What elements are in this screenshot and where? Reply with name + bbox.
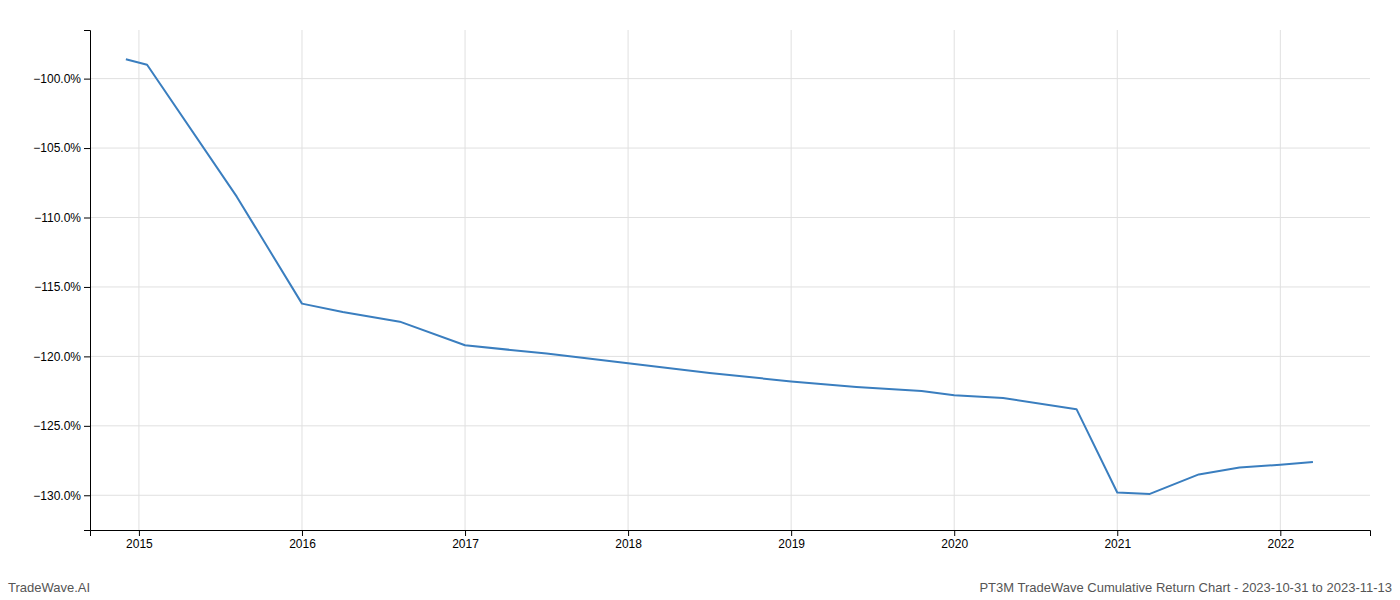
x-tick-mark [465, 530, 466, 536]
x-tick-label: 2019 [778, 537, 805, 551]
x-tick-mark [302, 530, 303, 536]
y-tick-mark [84, 218, 90, 219]
x-tick-mark [954, 530, 955, 536]
y-tick-label: −125.0% [33, 419, 81, 433]
x-tick: 2018 [615, 530, 642, 551]
y-tick-mark [84, 356, 90, 357]
x-axis: 2015 2016 2017 2018 2019 2020 2021 2022 [91, 530, 1371, 551]
x-tick-label: 2020 [941, 537, 968, 551]
line [126, 59, 1313, 494]
grid-line-x [791, 30, 792, 530]
y-tick: −115.0% [34, 280, 90, 294]
y-tick: −125.0% [33, 419, 90, 433]
x-tick-mark [791, 530, 792, 536]
x-tick-mark [628, 530, 629, 536]
x-tick-label: 2017 [452, 537, 479, 551]
x-tick: 2017 [452, 530, 479, 551]
x-tick-label: 2021 [1104, 537, 1131, 551]
x-tick: 2020 [941, 530, 968, 551]
y-tick-label: −115.0% [34, 280, 81, 294]
x-tick: 2019 [778, 530, 805, 551]
x-tick-mark [139, 530, 140, 536]
x-tick: 2015 [126, 530, 153, 551]
y-tick: −100.0% [33, 72, 90, 86]
grid-line-x [138, 30, 139, 530]
marks [126, 59, 1313, 494]
x-tick-label: 2022 [1267, 537, 1294, 551]
x-tick-label: 2015 [126, 537, 153, 551]
y-tick-mark [84, 287, 90, 288]
y-tick-mark [84, 148, 90, 149]
x-tick: 2016 [289, 530, 316, 551]
x-tick-mark [1280, 530, 1281, 536]
x-tick-label: 2018 [615, 537, 642, 551]
x-tick: 2022 [1267, 530, 1294, 551]
y-tick: −120.0% [33, 350, 90, 364]
grid-line-y [90, 78, 1370, 79]
grid [90, 30, 1370, 530]
x-tick-mark [1117, 530, 1118, 536]
grid-line-x [1117, 30, 1118, 530]
y-tick: −110.0% [34, 211, 90, 225]
y-axis: −100.0% −105.0% −110.0% −115.0% −120.0% −125.… [33, 31, 90, 531]
grid-line-y [90, 217, 1370, 218]
y-tick-mark [84, 426, 90, 427]
chart: 20152016201720182019202020212022−100.0%−… [0, 0, 1400, 600]
y-tick-label: −100.0% [33, 72, 81, 86]
y-tick: −105.0% [33, 141, 90, 155]
y-tick-label: −110.0% [34, 211, 81, 225]
grid-line-x [1280, 30, 1281, 530]
footer-left: TradeWave.AI [8, 580, 90, 595]
y-axis-line [84, 31, 91, 531]
grid-line-y [90, 286, 1370, 287]
grid-line-x [301, 30, 302, 530]
y-tick-mark [84, 495, 90, 496]
grid-line-x [465, 30, 466, 530]
grid-line-y [90, 356, 1370, 357]
y-tick-label: −130.0% [33, 489, 81, 503]
y-tick: −130.0% [33, 489, 90, 503]
y-tick-label: −120.0% [33, 350, 81, 364]
grid-line-y [90, 148, 1370, 149]
grid-line-y [90, 425, 1370, 426]
y-tick-label: −105.0% [33, 141, 81, 155]
x-tick-label: 2016 [289, 537, 316, 551]
grid-line-x [954, 30, 955, 530]
grid-line-x [628, 30, 629, 530]
y-tick-mark [84, 79, 90, 80]
x-tick: 2021 [1104, 530, 1131, 551]
footer-right: PT3M TradeWave Cumulative Return Chart -… [979, 580, 1392, 595]
grid-line-y [90, 495, 1370, 496]
plot: 20152016201720182019202020212022−100.0%−… [33, 30, 1370, 551]
x-axis-line [91, 531, 1371, 537]
